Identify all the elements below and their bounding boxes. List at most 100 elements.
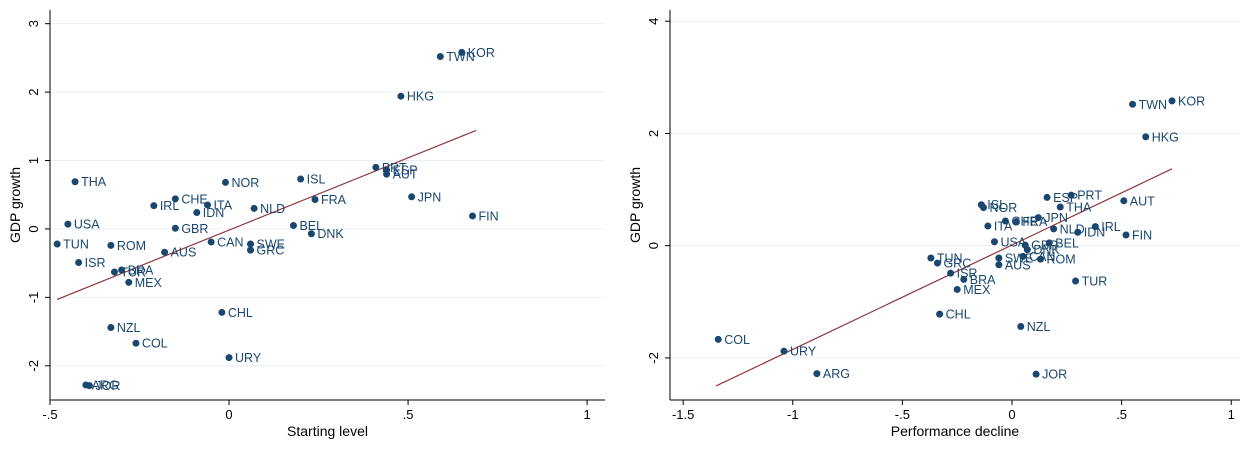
data-point bbox=[289, 222, 297, 230]
point-label: DNK bbox=[1033, 243, 1060, 257]
point-label: CHE bbox=[181, 192, 207, 206]
point-label: IDN bbox=[1084, 226, 1106, 240]
point-label: FRA bbox=[321, 193, 347, 207]
data-point bbox=[221, 178, 229, 186]
data-point bbox=[1032, 370, 1040, 378]
data-point bbox=[247, 246, 255, 254]
point-label: COL bbox=[142, 337, 168, 351]
data-point bbox=[125, 278, 133, 286]
point-label: BRA bbox=[128, 264, 154, 278]
x-tick-label: -1 bbox=[787, 407, 799, 422]
point-label: ROM bbox=[117, 239, 146, 253]
data-point bbox=[1017, 322, 1025, 330]
data-point bbox=[1091, 223, 1099, 231]
point-label: TWN bbox=[1139, 98, 1167, 112]
point-label: KOR bbox=[468, 46, 495, 60]
data-point bbox=[1142, 133, 1150, 141]
data-point bbox=[64, 220, 72, 228]
point-label: IRL bbox=[1101, 220, 1121, 234]
data-point bbox=[936, 310, 944, 318]
point-label: MEX bbox=[135, 276, 163, 290]
data-point bbox=[458, 48, 466, 56]
point-label: THA bbox=[1066, 200, 1092, 214]
point-label: CHL bbox=[228, 306, 253, 320]
data-point bbox=[75, 258, 83, 266]
point-label: NLD bbox=[1060, 222, 1085, 236]
x-tick-label: 0 bbox=[1008, 407, 1015, 422]
y-tick-label: -1 bbox=[26, 292, 41, 304]
data-point bbox=[171, 224, 179, 232]
scatter-panel-1: -2 -1 0 1 2 3 -.5 0 .5 1 Starting level GDP growth K… bbox=[7, 10, 605, 439]
x-tick-label: .5 bbox=[403, 407, 414, 422]
point-label: ARG bbox=[92, 378, 119, 392]
data-point bbox=[1168, 97, 1176, 105]
point-label: JPN bbox=[1044, 211, 1068, 225]
point-label: GRC bbox=[943, 257, 971, 271]
point-label: IDN bbox=[203, 206, 225, 220]
data-point bbox=[372, 163, 380, 171]
data-point bbox=[118, 266, 126, 274]
x-tick-label: -.5 bbox=[895, 407, 910, 422]
data-point bbox=[960, 275, 968, 283]
point-label: GBR bbox=[181, 222, 208, 236]
data-point bbox=[1050, 225, 1058, 233]
point-label: NZL bbox=[1027, 320, 1051, 334]
point-label: ISR bbox=[85, 256, 106, 270]
data-point bbox=[714, 335, 722, 343]
data-point bbox=[161, 248, 169, 256]
data-point bbox=[780, 347, 788, 355]
data-point bbox=[1074, 228, 1082, 236]
y-axis-title: GDP growth bbox=[7, 167, 23, 243]
data-point bbox=[933, 259, 941, 267]
point-label: HKG bbox=[407, 90, 434, 104]
point-label: ISL bbox=[307, 173, 326, 187]
data-point bbox=[307, 230, 315, 238]
point-label: THA bbox=[81, 175, 107, 189]
point-label: BRA bbox=[970, 273, 996, 287]
data-point bbox=[927, 254, 935, 262]
point-label: GBR bbox=[1031, 239, 1058, 253]
data-point bbox=[1122, 231, 1130, 239]
point-label: TUR bbox=[120, 266, 146, 280]
y-tick-label: 1 bbox=[26, 157, 41, 164]
y-tick-label: 0 bbox=[646, 242, 661, 249]
point-label: USA bbox=[74, 218, 100, 232]
x-tick-label: 1 bbox=[583, 407, 590, 422]
data-point bbox=[107, 323, 115, 331]
point-label: GRC bbox=[257, 244, 285, 258]
data-point bbox=[397, 92, 405, 100]
data-point bbox=[1045, 239, 1053, 247]
point-label: PRT bbox=[1077, 189, 1102, 203]
point-label: ROM bbox=[1047, 253, 1076, 267]
point-label: JPN bbox=[418, 190, 442, 204]
fit-line bbox=[715, 168, 1173, 387]
point-label: AUT bbox=[393, 168, 418, 182]
data-point bbox=[1072, 277, 1080, 285]
data-point bbox=[207, 238, 215, 246]
point-label: AUS bbox=[171, 246, 197, 260]
data-point bbox=[1056, 203, 1064, 211]
fit-line bbox=[56, 129, 477, 300]
data-point bbox=[408, 193, 416, 201]
point-label: SWE bbox=[257, 238, 285, 252]
data-point bbox=[990, 238, 998, 246]
point-label: NZL bbox=[117, 321, 141, 335]
point-label: ITA bbox=[994, 220, 1013, 234]
data-point bbox=[947, 269, 955, 277]
point-label: BEL bbox=[1055, 236, 1079, 250]
point-label: HKG bbox=[1152, 130, 1179, 144]
data-point bbox=[1043, 193, 1051, 201]
point-label: ESP bbox=[1053, 191, 1078, 205]
x-tick-label: -.5 bbox=[42, 407, 57, 422]
point-label: TWN bbox=[446, 50, 474, 64]
y-tick-label: -2 bbox=[646, 352, 661, 364]
data-point bbox=[1120, 197, 1128, 205]
point-label: CHE bbox=[1011, 214, 1037, 228]
data-point bbox=[953, 285, 961, 293]
point-label: NOR bbox=[990, 201, 1018, 215]
data-point bbox=[1034, 214, 1042, 222]
point-label: ARG bbox=[823, 367, 850, 381]
data-point bbox=[53, 240, 61, 248]
data-point bbox=[1023, 246, 1031, 254]
point-label: SWE bbox=[1005, 252, 1033, 266]
